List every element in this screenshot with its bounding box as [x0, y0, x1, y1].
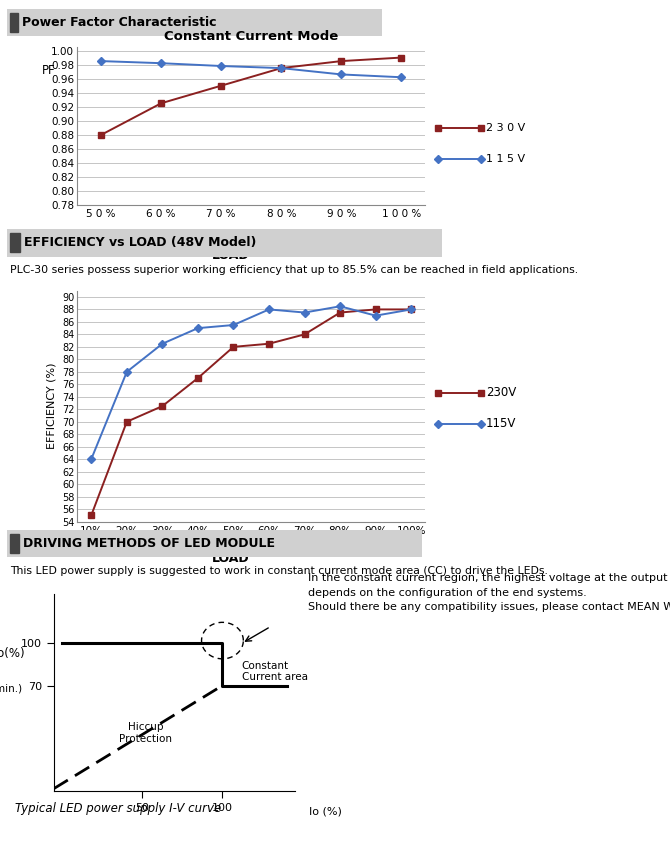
Text: In the constant current region, the highest voltage at the output of the driver
: In the constant current region, the high…	[308, 573, 670, 612]
Text: LOAD: LOAD	[212, 551, 249, 564]
Text: This LED power supply is suggested to work in constant current mode area (CC) to: This LED power supply is suggested to wo…	[10, 566, 548, 576]
Text: DRIVING METHODS OF LED MODULE: DRIVING METHODS OF LED MODULE	[23, 537, 275, 551]
Text: 230V: 230V	[486, 386, 516, 399]
FancyBboxPatch shape	[7, 229, 442, 256]
Text: LOAD: LOAD	[212, 250, 249, 262]
Text: Power Factor Characteristic: Power Factor Characteristic	[21, 15, 216, 29]
Text: 1 1 5 V: 1 1 5 V	[486, 154, 525, 164]
Text: PLC-30 series possess superior working efficiency that up to 85.5% can be reache: PLC-30 series possess superior working e…	[10, 265, 578, 275]
Text: 2 3 0 V: 2 3 0 V	[486, 122, 525, 133]
Text: EFFICIENCY vs LOAD (48V Model): EFFICIENCY vs LOAD (48V Model)	[24, 236, 257, 250]
Bar	[9, 13, 18, 32]
FancyBboxPatch shape	[7, 9, 382, 36]
Text: Typical LED power supply I-V curve: Typical LED power supply I-V curve	[15, 802, 221, 816]
Title: Constant Current Mode: Constant Current Mode	[164, 30, 338, 43]
FancyBboxPatch shape	[7, 530, 422, 557]
Text: Hiccup
Protection: Hiccup Protection	[119, 722, 172, 744]
Bar	[10, 233, 20, 252]
Text: (30W): (30W)	[368, 233, 399, 244]
Text: (min.): (min.)	[0, 684, 22, 693]
Text: Vo(%): Vo(%)	[0, 646, 25, 660]
Text: Io (%): Io (%)	[310, 806, 342, 817]
Y-axis label: PF: PF	[42, 64, 56, 77]
Text: 115V: 115V	[486, 417, 516, 430]
Text: Constant
Current area: Constant Current area	[242, 661, 308, 682]
Y-axis label: EFFICIENCY (%): EFFICIENCY (%)	[46, 363, 56, 450]
Bar	[10, 534, 19, 553]
